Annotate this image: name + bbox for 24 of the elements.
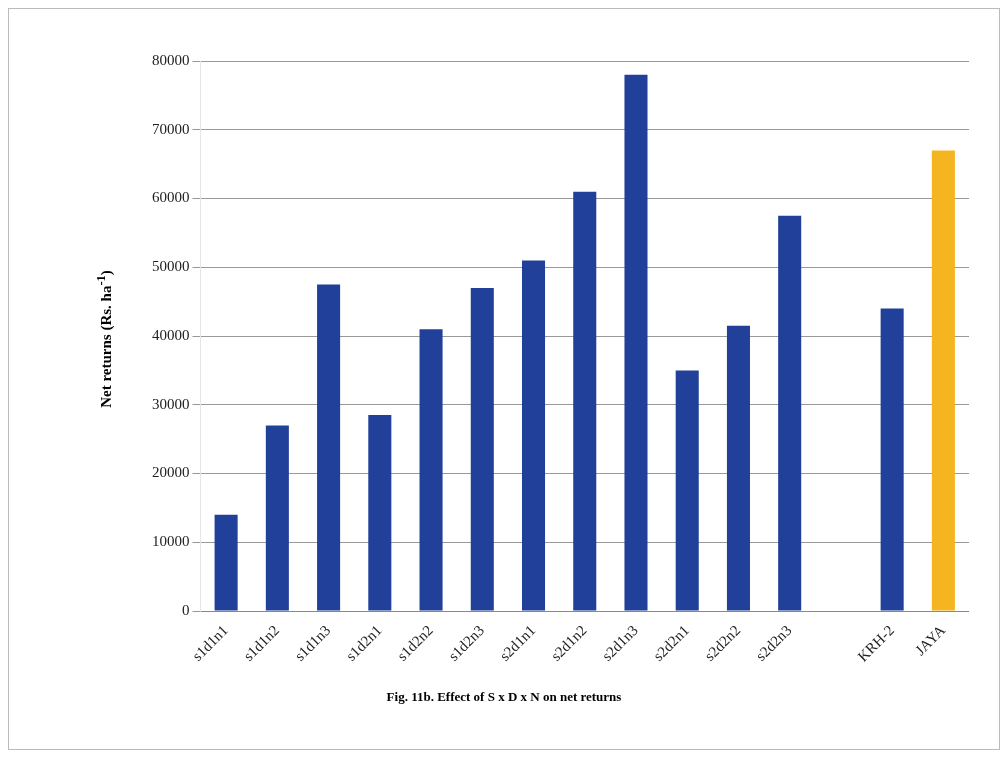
- y-tick-label: 80000: [152, 51, 190, 68]
- bar: [317, 284, 341, 611]
- y-tick-label: 20000: [152, 464, 190, 481]
- y-tick-label: 50000: [152, 258, 190, 275]
- bar: [265, 425, 289, 611]
- text: Fig. 11b. Effect of S x D x N on net returns: [385, 689, 623, 705]
- bar: [521, 260, 546, 611]
- bar: [624, 74, 648, 611]
- y-tick-label: 30000: [152, 395, 190, 412]
- y-tick-label: 70000: [152, 120, 190, 137]
- bar: [778, 215, 802, 611]
- bar: [573, 191, 597, 611]
- y-tick-label: 10000: [152, 533, 190, 550]
- bar: [931, 150, 955, 611]
- bar: [368, 415, 392, 611]
- bar: [214, 514, 238, 611]
- y-tick-label: 40000: [152, 326, 190, 343]
- bar: [419, 329, 443, 611]
- bar: [470, 287, 494, 611]
- bar: [726, 325, 750, 611]
- y-tick-label: 60000: [152, 189, 190, 206]
- bar: [675, 370, 699, 611]
- bar: [880, 308, 904, 611]
- y-tick-label: 0: [182, 601, 190, 618]
